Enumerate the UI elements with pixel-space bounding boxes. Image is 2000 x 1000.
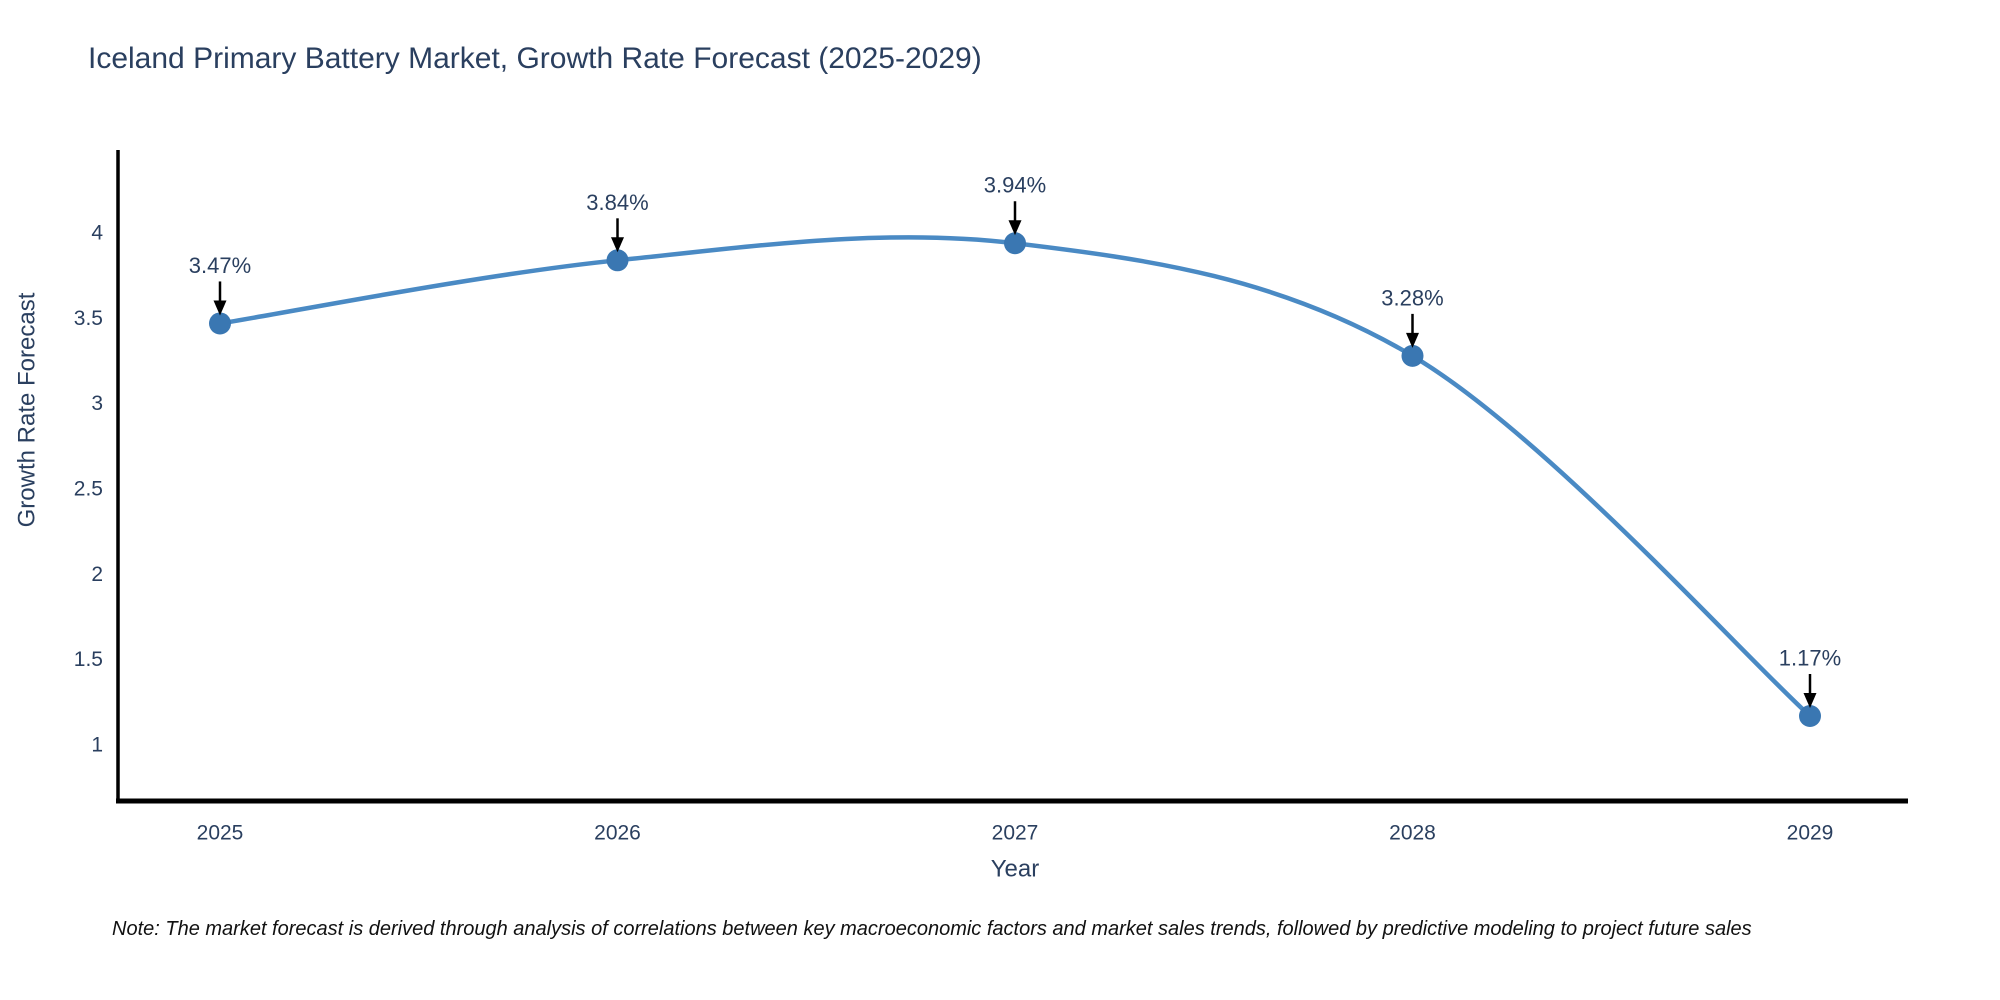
x-tick-label: 2027 xyxy=(992,822,1039,845)
y-tick-label: 4 xyxy=(91,222,103,245)
y-axis-title: Growth Rate Forecast xyxy=(14,292,41,527)
y-tick-label: 1.5 xyxy=(74,648,103,671)
data-point-marker xyxy=(209,312,231,335)
y-tick-label: 2 xyxy=(91,563,103,586)
y-tick-label: 3 xyxy=(91,392,103,415)
y-tick-label: 2.5 xyxy=(74,478,103,501)
annotation-arrowhead xyxy=(1803,692,1817,708)
y-tick-label: 1 xyxy=(91,734,103,757)
data-point-marker xyxy=(1401,344,1424,367)
forecast-line xyxy=(217,235,1813,719)
data-point-marker xyxy=(1799,704,1821,727)
annotation-arrowhead xyxy=(1406,332,1419,348)
x-tick-label: 2028 xyxy=(1389,822,1436,845)
x-axis-title: Year xyxy=(991,856,1040,883)
data-point-label: 3.84% xyxy=(586,190,648,215)
data-point-label: 3.28% xyxy=(1381,285,1443,310)
data-point-marker xyxy=(606,249,629,272)
annotation-arrowhead xyxy=(1008,220,1022,236)
annotation-arrowhead xyxy=(611,237,624,253)
data-point-label: 3.47% xyxy=(189,253,251,278)
chart-title: Iceland Primary Battery Market, Growth R… xyxy=(88,42,982,75)
data-point-marker xyxy=(1004,232,1026,255)
data-point-label: 3.94% xyxy=(984,173,1046,198)
annotation-arrowhead xyxy=(213,300,227,316)
x-tick-label: 2026 xyxy=(594,822,641,845)
x-tick-label: 2029 xyxy=(1787,822,1834,845)
y-tick-label: 3.5 xyxy=(74,307,103,330)
x-tick-label: 2025 xyxy=(197,822,244,845)
footnote: Note: The market forecast is derived thr… xyxy=(112,918,1752,940)
data-point-label: 1.17% xyxy=(1779,645,1841,670)
